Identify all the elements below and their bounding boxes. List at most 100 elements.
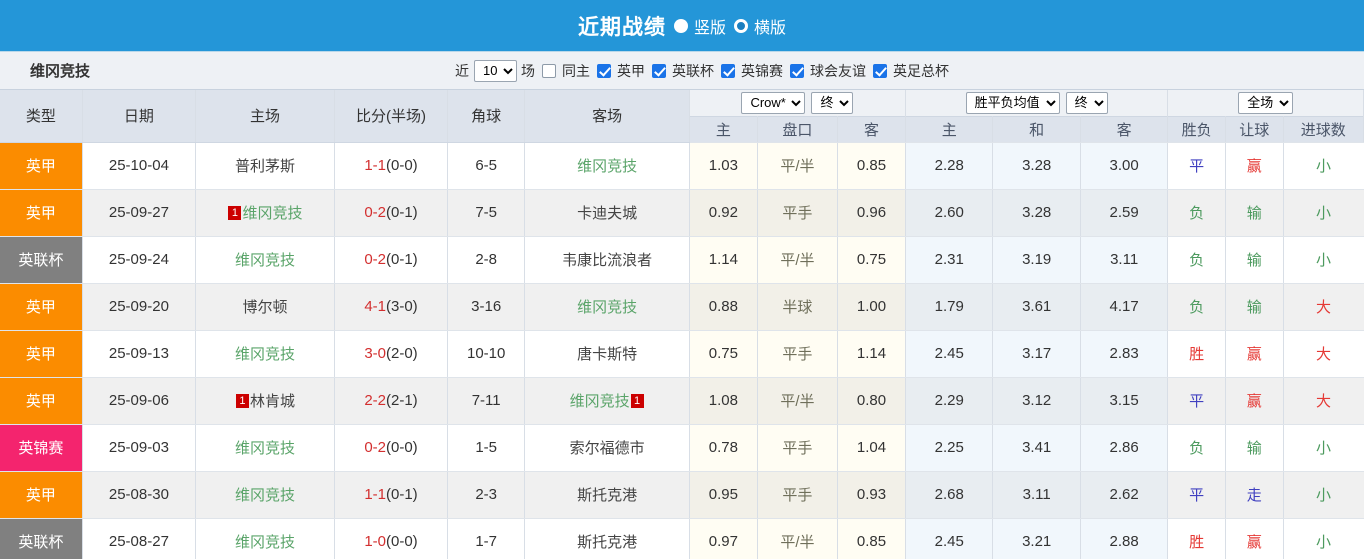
cell-away-team[interactable]: 索尔福德市 [524,424,690,472]
table-row[interactable]: 英联杯 25-09-24 维冈竞技 0-2(0-1) 2-8 韦康比流浪者 1.14 平/半 0… [0,236,1364,284]
cell-home-team[interactable]: 1 林肯城 [195,377,335,425]
league-label-4[interactable]: 英足总杯 [893,62,949,79]
league-badge[interactable]: 英甲 [0,330,82,376]
table-row[interactable]: 英甲 25-09-06 1 林肯城 2-2(2-1) 7-11 维冈竞技 1 1.08 平/半 0.… [0,377,1364,425]
cell-date: 25-10-04 [82,142,197,190]
league-badge[interactable]: 英甲 [0,471,82,517]
cell-odds-away: 2.86 [1080,424,1169,472]
table-body: 英甲 25-10-04 普利茅斯 1-1(0-0) 6-5 维冈竞技 1.03 平/半 0.85… [0,142,1364,559]
league-badge[interactable]: 英联杯 [0,236,82,282]
bookmaker-select[interactable]: Crow* [741,91,806,114]
view-mode-radio-vertical[interactable]: 竖版 [673,14,726,38]
cell-away-team[interactable]: 维冈竞技 [524,283,690,331]
cell-away-team[interactable]: 韦康比流浪者 [524,236,690,284]
league-label-0[interactable]: 英甲 [617,62,645,79]
table-row[interactable]: 英甲 25-08-30 维冈竞技 1-1(0-1) 2-3 斯托克港 0.95 平手 0.93 2… [0,471,1364,519]
radio-vertical-label[interactable]: 竖版 [693,19,726,37]
odds-type-select[interactable]: 胜平负均值 [965,91,1060,114]
team-name[interactable]: 普利茅斯 [234,158,295,175]
team-name[interactable]: 维冈竞技 [234,487,295,504]
handicap-stage-select[interactable]: 终 [811,91,854,114]
team-name[interactable]: 维冈竞技 [569,393,630,410]
cell-score[interactable]: 2-2(2-1) [334,377,449,425]
table-row[interactable]: 英甲 25-09-20 博尔顿 4-1(3-0) 3-16 维冈竞技 0.88 半球 1.00 1… [0,283,1364,331]
cell-away-team[interactable]: 卡迪夫城 [524,189,690,237]
team-name[interactable]: 维冈竞技 [234,346,295,363]
league-checkbox-3[interactable] [790,63,804,78]
team-name[interactable]: 维冈竞技 [577,158,638,175]
same-home-label[interactable]: 同主 [562,62,590,79]
team-name[interactable]: 维冈竞技 [242,205,303,222]
cell-home-team[interactable]: 维冈竞技 [195,518,335,559]
cell-home-team[interactable]: 维冈竞技 [195,236,335,284]
team-name[interactable]: 韦康比流浪者 [562,252,653,269]
cell-score[interactable]: 0-2(0-0) [334,424,449,472]
cell-home-team[interactable]: 维冈竞技 [195,471,335,519]
league-checkbox-4[interactable] [873,63,887,78]
cell-away-team[interactable]: 唐卡斯特 [524,330,690,378]
view-mode-radio-horizontal[interactable]: 横版 [734,14,786,38]
league-checkbox-0[interactable] [597,63,611,78]
table-row[interactable]: 英联杯 25-08-27 维冈竞技 1-0(0-0) 1-7 斯托克港 0.97 平/半 0.8… [0,518,1364,559]
team-name[interactable]: 维冈竞技 [577,299,638,316]
cell-date: 25-08-30 [82,471,197,519]
cell-home-team[interactable]: 维冈竞技 [195,330,335,378]
cell-score[interactable]: 1-1(0-0) [334,142,449,190]
cell-home-team[interactable]: 维冈竞技 [195,424,335,472]
cell-away-team[interactable]: 斯托克港 [524,518,690,559]
same-home-checkbox[interactable] [542,63,556,78]
cell-result: 负 [1167,283,1226,331]
table-row[interactable]: 英甲 25-09-27 1 维冈竞技 0-2(0-1) 7-5 卡迪夫城 0.92 平手 0.96… [0,189,1364,237]
table-row[interactable]: 英锦赛 25-09-03 维冈竞技 0-2(0-0) 1-5 索尔福德市 0.78 平手 1.0… [0,424,1364,472]
cell-score[interactable]: 1-1(0-1) [334,471,449,519]
league-checkbox-1[interactable] [652,63,666,78]
team-name[interactable]: 维冈竞技 [234,252,295,269]
league-badge[interactable]: 英甲 [0,142,82,188]
team-name[interactable]: 斯托克港 [577,487,638,504]
league-badge[interactable]: 英甲 [0,377,82,423]
cell-score[interactable]: 1-0(0-0) [334,518,449,559]
team-name[interactable]: 唐卡斯特 [577,346,638,363]
cell-away-team[interactable]: 维冈竞技 1 [524,377,690,425]
cell-away-team[interactable]: 斯托克港 [524,471,690,519]
team-name[interactable]: 斯托克港 [577,534,638,551]
table-row[interactable]: 英甲 25-10-04 普利茅斯 1-1(0-0) 6-5 维冈竞技 1.03 平/半 0.85… [0,142,1364,190]
cell-away-team[interactable]: 维冈竞技 [524,142,690,190]
table-row[interactable]: 英甲 25-09-13 维冈竞技 3-0(2-0) 10-10 唐卡斯特 0.75 平手 1.1… [0,330,1364,378]
table-toolbar-row: 类型 日期 主场 比分(半场) 角球 客场 Crow* 终 [0,90,1364,143]
team-name[interactable]: 林肯城 [249,393,295,410]
radio-vertical-icon[interactable] [673,18,688,33]
cell-corner: 7-11 [447,377,526,425]
league-label-1[interactable]: 英联杯 [672,62,714,79]
league-badge[interactable]: 英联杯 [0,518,82,559]
match-count-select[interactable]: 10 [474,59,517,82]
odds-stage-select[interactable]: 终 [1065,91,1108,114]
cell-home-team[interactable]: 博尔顿 [195,283,335,331]
league-badge[interactable]: 英甲 [0,283,82,329]
team-name[interactable]: 博尔顿 [242,299,288,316]
cell-handicap-away-odds: 0.93 [837,471,906,519]
league-checkbox-2[interactable] [721,63,735,78]
table-head: 类型 日期 主场 比分(半场) 角球 客场 Crow* 终 [0,90,1364,143]
radio-horizontal-label[interactable]: 横版 [754,19,787,37]
cell-score[interactable]: 4-1(3-0) [334,283,449,331]
team-name[interactable]: 维冈竞技 [234,440,295,457]
league-badge[interactable]: 英锦赛 [0,424,82,470]
team-name[interactable]: 维冈竞技 [234,534,295,551]
col-header-type: 类型 [0,90,83,143]
cell-home-team[interactable]: 普利茅斯 [195,142,335,190]
league-badge[interactable]: 英甲 [0,189,82,235]
cell-score[interactable]: 0-2(0-1) [334,236,449,284]
cell-home-team[interactable]: 1 维冈竞技 [195,189,335,237]
cell-score[interactable]: 0-2(0-1) [334,189,449,237]
cell-type: 英甲 [0,330,83,378]
league-label-2[interactable]: 英锦赛 [741,62,783,79]
scope-select[interactable]: 全场 [1238,91,1294,114]
cell-score[interactable]: 3-0(2-0) [334,330,449,378]
col-header-handicap-line: 盘口 [757,115,839,143]
subject-team-name: 维冈竞技 [30,63,91,80]
league-label-3[interactable]: 球会友谊 [810,62,866,79]
radio-horizontal-icon[interactable] [734,18,748,33]
team-name[interactable]: 卡迪夫城 [577,205,638,222]
team-name[interactable]: 索尔福德市 [569,440,645,457]
